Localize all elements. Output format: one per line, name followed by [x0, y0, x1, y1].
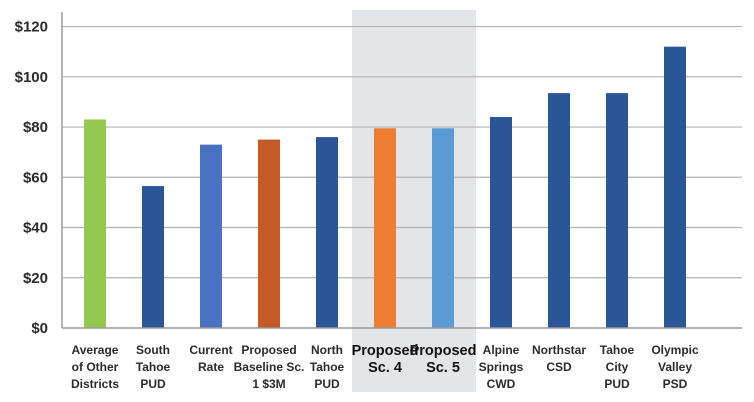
bar-7	[490, 116, 512, 328]
y-tick-label: $120	[15, 19, 48, 36]
y-tick-label: $40	[23, 220, 48, 237]
bar-4	[316, 137, 338, 328]
x-tick-label: North Tahoe PUD	[310, 343, 345, 391]
y-tick-label: $80	[23, 119, 48, 136]
bar-6	[432, 128, 454, 328]
x-tick-label: Northstar CSD	[532, 343, 586, 374]
bar-9	[606, 93, 628, 329]
y-tick-label: $20	[23, 270, 48, 287]
x-tick-label: Current Rate	[189, 343, 232, 374]
x-tick-label: Alpine Springs CWD	[479, 343, 524, 391]
highlight-band	[352, 10, 476, 392]
bar-8	[548, 93, 570, 329]
x-tick-label: Proposed Sc. 5	[410, 343, 477, 376]
y-tick-label: $100	[15, 69, 48, 86]
x-tick-label: Tahoe City PUD	[600, 343, 635, 391]
bar-0	[84, 119, 106, 328]
bar-10	[664, 46, 686, 328]
bar-5	[374, 128, 396, 328]
x-tick-label: Proposed Sc. 4	[352, 343, 419, 376]
bar-3	[258, 139, 280, 328]
x-tick-label: Average of Other Districts	[71, 343, 119, 391]
y-tick-label: $60	[23, 169, 48, 186]
bar-1	[142, 186, 164, 328]
x-tick-label: South Tahoe PUD	[136, 343, 171, 391]
bar-2	[200, 144, 222, 328]
x-tick-label: Proposed Baseline Sc. 1 $3M	[234, 343, 305, 391]
x-tick-label: Olympic Valley PSD	[651, 343, 699, 391]
y-tick-label: $0	[31, 320, 48, 337]
